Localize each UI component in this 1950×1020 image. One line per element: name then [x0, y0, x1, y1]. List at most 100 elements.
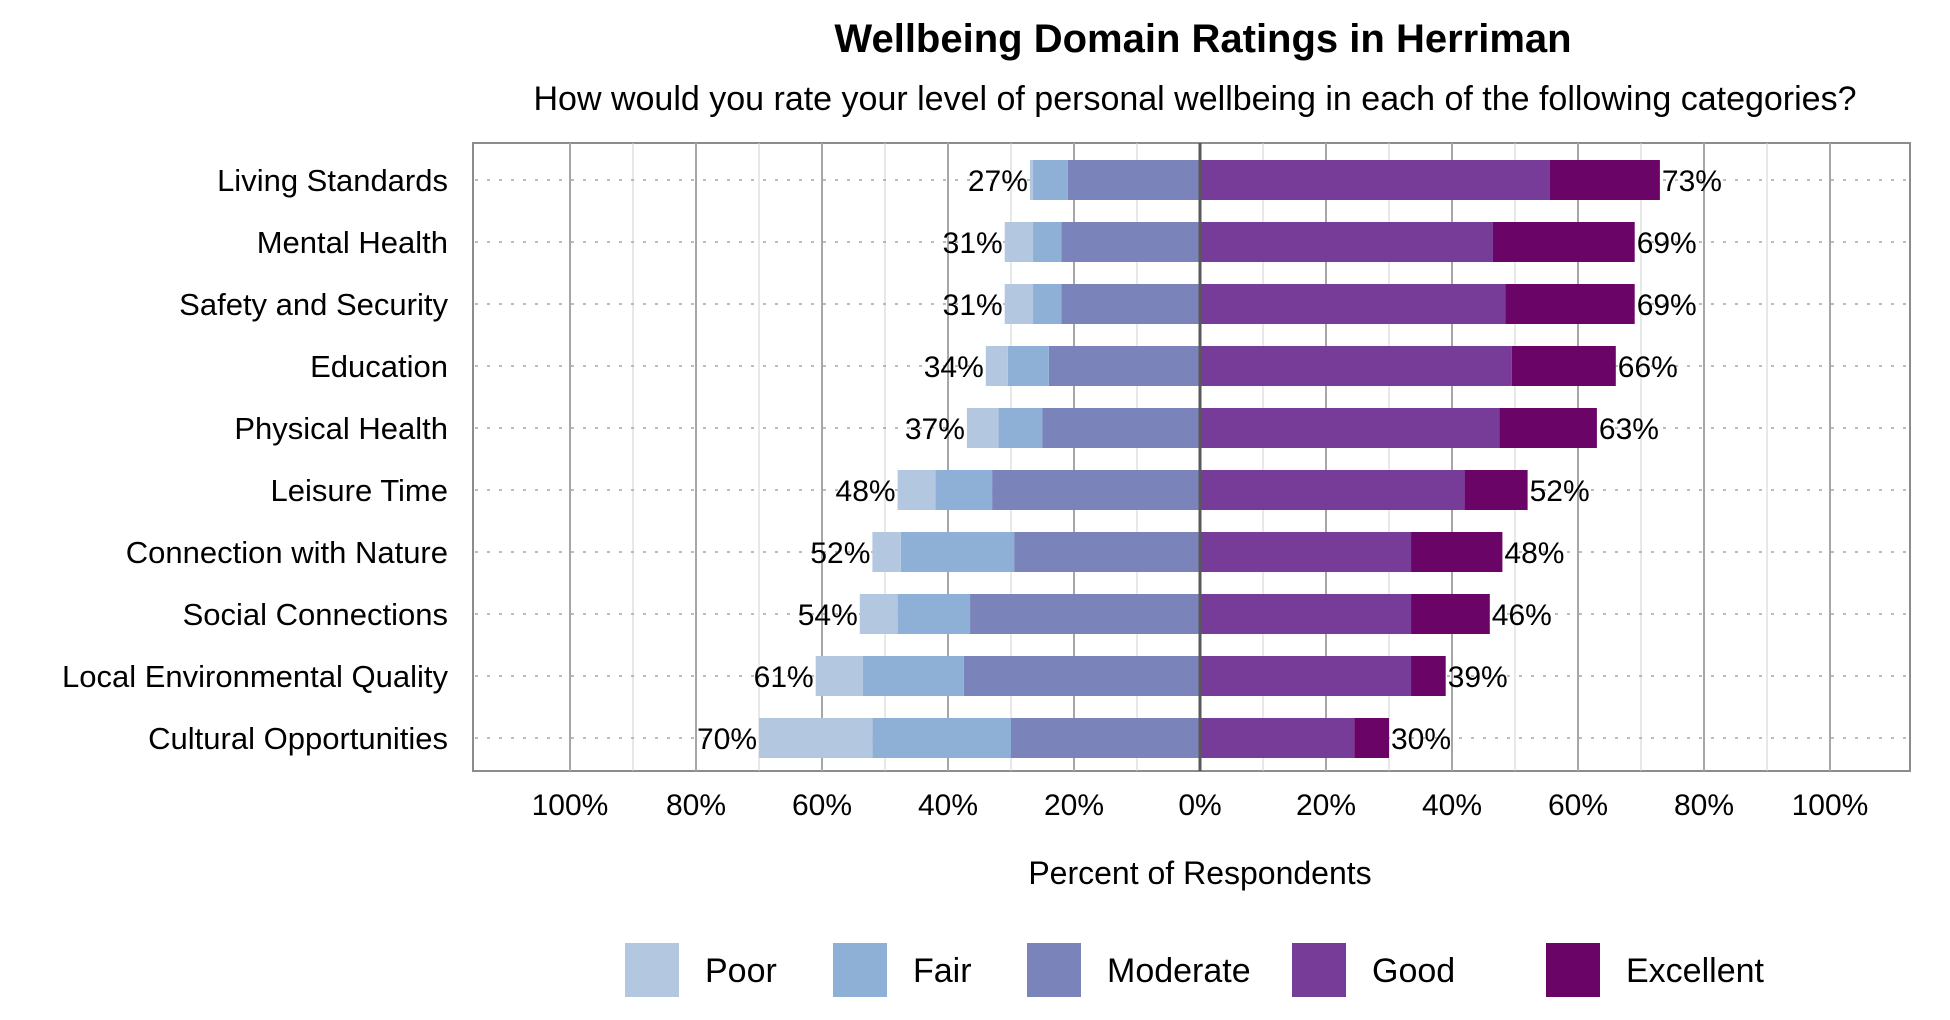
bar-fair	[935, 470, 993, 510]
category-label: Safety and Security	[179, 287, 448, 322]
positive-total-label: 52%	[1530, 475, 1590, 508]
negative-total-label: 27%	[968, 165, 1028, 198]
legend-label-poor: Poor	[705, 952, 777, 990]
positive-total-label: 48%	[1504, 537, 1564, 570]
legend-swatch-excellent	[1546, 943, 1600, 997]
legend-label-moderate: Moderate	[1107, 952, 1251, 990]
bar-moderate	[1048, 346, 1200, 386]
x-tick-label: 40%	[1422, 789, 1482, 822]
bar-poor	[759, 718, 873, 758]
legend-swatch-moderate	[1027, 943, 1081, 997]
bar-good	[1200, 594, 1412, 634]
category-labels: Living Standards Mental Health Safety and …	[62, 163, 448, 756]
x-tick-label: 60%	[792, 789, 852, 822]
bar-poor	[872, 532, 901, 572]
legend-label-good: Good	[1372, 952, 1455, 990]
legend-swatch-fair	[833, 943, 887, 997]
bar-fair	[1033, 284, 1062, 324]
category-label: Connection with Nature	[126, 535, 448, 570]
bar-good	[1200, 656, 1412, 696]
bar-poor	[1004, 222, 1034, 262]
bar-poor	[985, 346, 1008, 386]
bar-moderate	[1067, 160, 1200, 200]
chart-title: Wellbeing Domain Ratings in Herriman	[834, 17, 1571, 61]
category-label: Leisure Time	[271, 473, 448, 508]
total-labels: 27% 73% 31% 69% 31% 69% 34% 66% 37% 63% 48% 52% 52% 4…	[697, 165, 1722, 756]
chart-subtitle: How would you rate your level of persona…	[534, 80, 1857, 118]
bar-moderate	[1061, 222, 1200, 262]
bar-fair	[998, 408, 1043, 448]
category-label: Physical Health	[234, 411, 448, 446]
bar-poor	[1029, 160, 1034, 200]
negative-total-label: 61%	[754, 661, 814, 694]
bar-fair	[872, 718, 1011, 758]
legend-swatch-good	[1292, 943, 1346, 997]
bar-good	[1200, 346, 1512, 386]
bar-fair	[897, 594, 971, 634]
bar-fair	[900, 532, 1015, 572]
category-label: Living Standards	[217, 163, 448, 198]
positive-total-label: 30%	[1391, 723, 1451, 756]
x-axis-title: Percent of Respondents	[1028, 855, 1371, 891]
bar-good	[1200, 532, 1412, 572]
plot-area-frame	[472, 142, 1911, 772]
legend-label-excellent: Excellent	[1626, 952, 1765, 990]
x-tick-label: 40%	[918, 789, 978, 822]
bar-moderate	[992, 470, 1200, 510]
legend-swatch-poor	[625, 943, 679, 997]
bar-excellent	[1411, 594, 1490, 634]
bar-excellent	[1411, 532, 1503, 572]
x-tick-label: 0%	[1178, 789, 1221, 822]
x-tick-labels: 100% 80% 60% 40% 20% 0% 20% 40% 60% 80% 100%	[532, 789, 1869, 822]
bar-fair	[862, 656, 964, 696]
positive-total-label: 69%	[1637, 289, 1697, 322]
bar-excellent	[1354, 718, 1389, 758]
x-tick-label: 100%	[532, 789, 609, 822]
bar-poor	[1004, 284, 1034, 324]
bar-poor	[859, 594, 898, 634]
bar-moderate	[1014, 532, 1200, 572]
bar-fair	[1033, 160, 1068, 200]
bar-fair	[1007, 346, 1049, 386]
bar-good	[1200, 222, 1493, 262]
bar-moderate	[1061, 284, 1200, 324]
bar-moderate	[963, 656, 1200, 696]
bar-excellent	[1505, 284, 1635, 324]
legend-label-fair: Fair	[913, 952, 972, 990]
positive-total-label: 63%	[1599, 413, 1659, 446]
x-tick-label: 80%	[1674, 789, 1734, 822]
positive-total-label: 73%	[1662, 165, 1722, 198]
bar-moderate	[1042, 408, 1200, 448]
category-label: Mental Health	[257, 225, 448, 260]
category-label: Education	[310, 349, 448, 384]
bar-excellent	[1464, 470, 1528, 510]
negative-total-label: 54%	[798, 599, 858, 632]
bar-moderate	[970, 594, 1200, 634]
category-label: Local Environmental Quality	[62, 659, 448, 694]
bar-excellent	[1411, 656, 1446, 696]
bar-fair	[1033, 222, 1062, 262]
positive-total-label: 66%	[1618, 351, 1678, 384]
positive-total-label: 39%	[1448, 661, 1508, 694]
bar-poor	[897, 470, 936, 510]
bar-poor	[966, 408, 999, 448]
bar-good	[1200, 284, 1506, 324]
x-tick-label: 20%	[1296, 789, 1356, 822]
negative-total-label: 34%	[924, 351, 984, 384]
bar-excellent	[1492, 222, 1635, 262]
bar-excellent	[1499, 408, 1597, 448]
negative-total-label: 52%	[810, 537, 870, 570]
bar-good	[1200, 470, 1465, 510]
negative-total-label: 37%	[905, 413, 965, 446]
bar-good	[1200, 718, 1355, 758]
negative-total-label: 70%	[697, 723, 757, 756]
bar-good	[1200, 160, 1550, 200]
x-tick-label: 20%	[1044, 789, 1104, 822]
bar-excellent	[1549, 160, 1660, 200]
category-label: Cultural Opportunities	[148, 721, 448, 756]
bar-excellent	[1511, 346, 1616, 386]
x-tick-label: 60%	[1548, 789, 1608, 822]
bar-poor	[815, 656, 863, 696]
bars	[759, 160, 1660, 758]
